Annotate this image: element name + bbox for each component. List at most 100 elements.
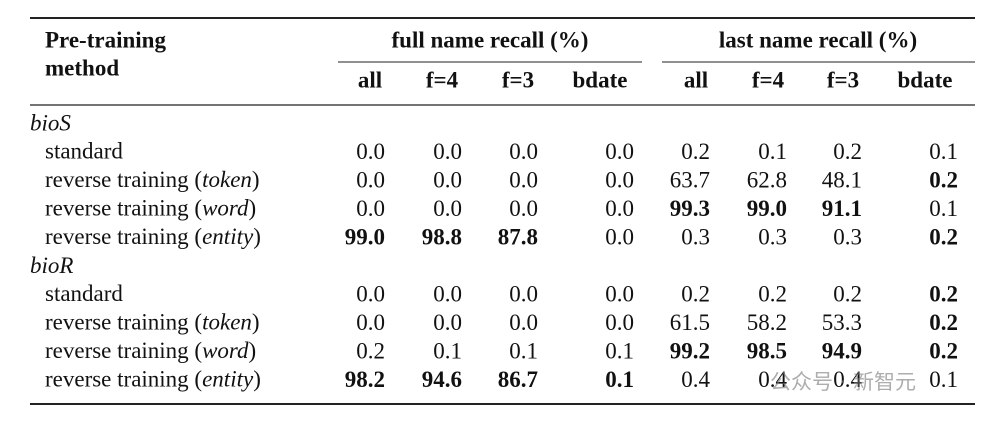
column-header: all: [684, 67, 708, 92]
cell: 0.0: [356, 139, 385, 164]
cell: 0.0: [433, 139, 462, 164]
cell: 0.2: [929, 281, 958, 306]
method-part: standard: [45, 281, 123, 306]
cell: 0.1: [758, 139, 787, 164]
method-label: reverse training (entity): [45, 367, 261, 392]
column-header: bdate: [573, 67, 628, 92]
method-part: ): [252, 167, 260, 192]
cell: 0.1: [929, 367, 958, 392]
cell: 0.2: [929, 310, 958, 335]
cell: 0.1: [929, 196, 958, 221]
column-header: f=4: [426, 67, 459, 92]
cell: 0.2: [929, 224, 958, 249]
cell: 0.1: [509, 338, 538, 363]
cell: 0.1: [433, 338, 462, 363]
cell: 0.0: [433, 310, 462, 335]
column-header: f=4: [752, 67, 785, 92]
cell: 98.5: [747, 338, 787, 363]
header-method: method: [45, 55, 119, 80]
cell: 0.2: [758, 281, 787, 306]
method-part: word: [202, 196, 249, 221]
cell: 99.0: [345, 224, 385, 249]
method-part: ): [253, 367, 261, 392]
section-name: bioS: [30, 110, 71, 135]
cell: 58.2: [747, 310, 787, 335]
cell: 0.1: [605, 338, 634, 363]
cell: 0.1: [605, 367, 634, 392]
cell: 86.7: [498, 367, 538, 392]
cell: 0.0: [509, 281, 538, 306]
method-part: reverse training (: [45, 310, 202, 335]
cell: 94.6: [422, 367, 462, 392]
cell: 63.7: [670, 167, 710, 192]
cell: 61.5: [670, 310, 710, 335]
group-header: last name recall (%): [719, 27, 917, 52]
cell: 0.0: [356, 196, 385, 221]
method-label: reverse training (word): [45, 196, 256, 221]
method-label: standard: [45, 139, 123, 164]
cell: 0.0: [605, 139, 634, 164]
method-label: reverse training (token): [45, 310, 260, 335]
method-label: standard: [45, 281, 123, 306]
method-part: ): [249, 196, 257, 221]
cell: 99.3: [670, 196, 710, 221]
cell: 0.0: [605, 167, 634, 192]
method-part: reverse training (: [45, 167, 202, 192]
cell: 0.2: [356, 338, 385, 363]
cell: 53.3: [822, 310, 862, 335]
method-part: reverse training (: [45, 196, 202, 221]
cell: 98.8: [422, 224, 462, 249]
cell: 0.3: [758, 224, 787, 249]
method-part: ): [253, 224, 261, 249]
column-header: all: [358, 67, 382, 92]
cell: 0.2: [929, 167, 958, 192]
method-label: reverse training (word): [45, 338, 256, 363]
header-method: Pre-training: [45, 27, 166, 52]
watermark: 公众号 · 新智元: [770, 370, 916, 394]
column-header: bdate: [898, 67, 953, 92]
method-part: ): [249, 338, 257, 363]
cell: 0.0: [356, 167, 385, 192]
cell: 99.0: [747, 196, 787, 221]
method-part: reverse training (: [45, 367, 202, 392]
cell: 0.0: [605, 196, 634, 221]
cell: 0.4: [758, 367, 787, 392]
method-part: standard: [45, 139, 123, 164]
method-label: reverse training (token): [45, 167, 260, 192]
cell: 48.1: [822, 167, 862, 192]
cell: 0.0: [509, 167, 538, 192]
cell: 0.2: [929, 338, 958, 363]
cell: 0.0: [509, 139, 538, 164]
cell: 0.0: [433, 167, 462, 192]
cell: 0.0: [509, 310, 538, 335]
method-part: token: [202, 167, 252, 192]
cell: 0.0: [605, 281, 634, 306]
cell: 0.0: [356, 281, 385, 306]
method-part: entity: [202, 367, 254, 392]
cell: 0.0: [509, 196, 538, 221]
cell: 0.3: [833, 224, 862, 249]
cell: 0.2: [833, 281, 862, 306]
method-part: reverse training (: [45, 338, 202, 363]
method-part: word: [202, 338, 249, 363]
cell: 0.3: [681, 224, 710, 249]
cell: 0.0: [605, 224, 634, 249]
method-part: reverse training (: [45, 224, 202, 249]
method-part: token: [202, 310, 252, 335]
cell: 87.8: [498, 224, 538, 249]
cell: 0.4: [681, 367, 710, 392]
method-label: reverse training (entity): [45, 224, 261, 249]
column-header: f=3: [827, 67, 859, 92]
method-part: entity: [202, 224, 254, 249]
method-part: ): [252, 310, 260, 335]
group-header: full name recall (%): [392, 27, 589, 52]
cell: 0.2: [681, 139, 710, 164]
cell: 94.9: [822, 338, 862, 363]
cell: 91.1: [822, 196, 862, 221]
cell: 0.0: [433, 196, 462, 221]
cell: 0.0: [605, 310, 634, 335]
cell: 0.1: [929, 139, 958, 164]
cell: 0.0: [356, 310, 385, 335]
cell: 0.2: [681, 281, 710, 306]
section-name: bioR: [30, 253, 73, 278]
